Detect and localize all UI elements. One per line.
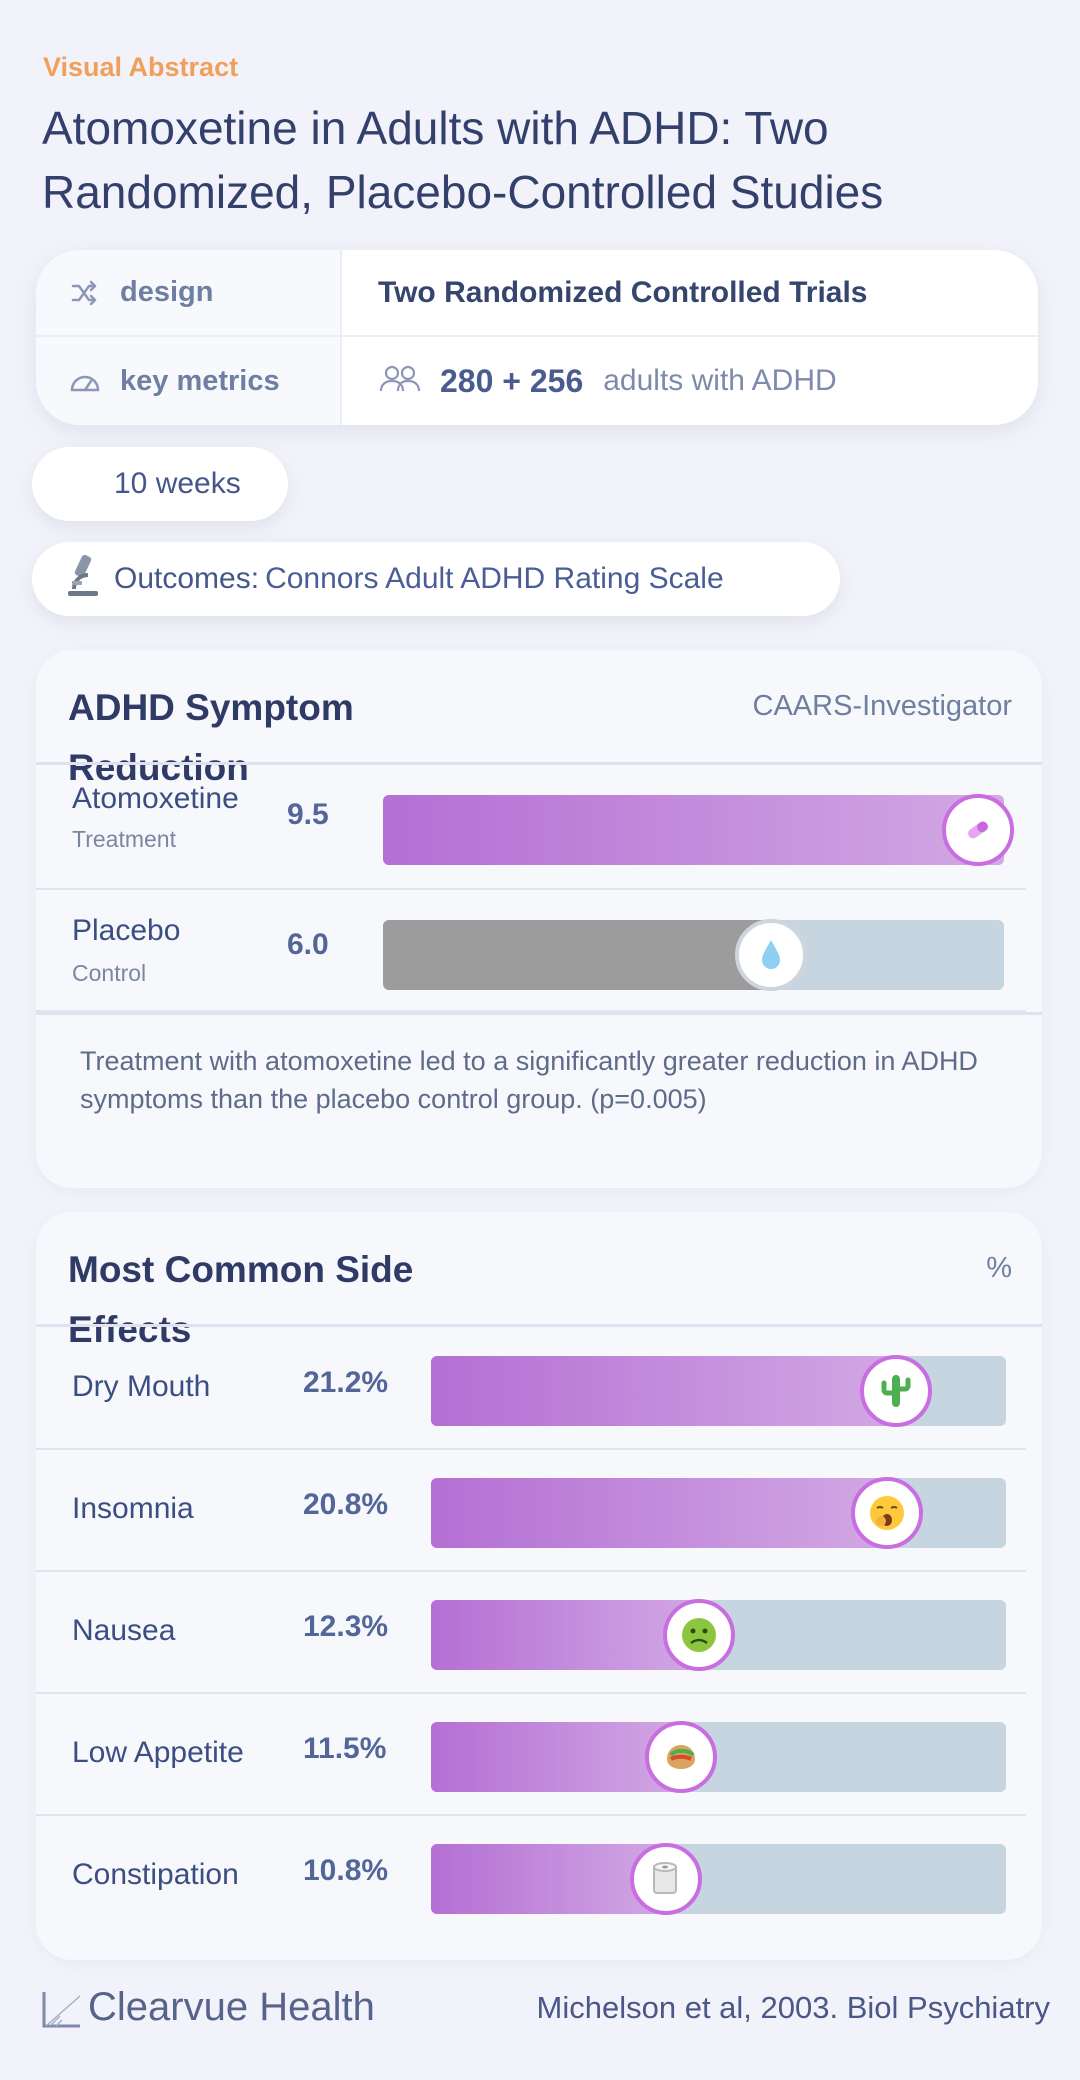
symptom-row-label: Atomoxetine [72,782,239,815]
divider [36,1324,1042,1327]
divider [36,762,1042,765]
side-effects-panel: Most Common Side Effects % Dry Mouth 21.… [36,1212,1042,1960]
symptom-reduction-panel: ADHD Symptom Reduction CAARS-Investigato… [36,650,1042,1188]
page-title: Atomoxetine in Adults with ADHD: Two Ran… [42,102,884,218]
side-effect-label: Insomnia [72,1492,194,1525]
side-effect-track [431,1355,1006,1427]
side-effect-label: Low Appetite [72,1736,244,1769]
side-effect-fill [431,1356,900,1426]
metrics-value-cell: 280 + 256 adults with ADHD [342,363,1038,400]
metrics-label-cell: key metrics [36,337,342,425]
side-effect-value: 11.5% [303,1732,387,1765]
pill-icon [942,794,1014,866]
side-effect-fill [431,1478,891,1548]
kicker-label: Visual Abstract [43,52,239,82]
toilet-paper-icon [629,1843,702,1915]
side-effect-value: 12.3% [303,1610,389,1643]
side-effect-fill [431,1600,704,1670]
symptom-bar-track [383,919,1004,991]
side-effect-track [431,1843,1006,1915]
metrics-row: key metrics 280 + 256 adults with ADHD [36,337,1038,425]
side-effect-row: Insomnia 20.8% [36,1450,1026,1572]
side-effect-row: Low Appetite 11.5% [36,1694,1026,1816]
symptom-row-label: Placebo [72,914,181,947]
design-card: design Two Randomized Controlled Trials … [36,250,1038,425]
design-row: design Two Randomized Controlled Trials [36,250,1038,337]
side-effect-track [431,1599,1006,1671]
design-value: Two Randomized Controlled Trials [378,275,868,309]
metrics-text: adults with ADHD [603,364,837,397]
shuffle-icon [68,276,102,310]
gauge-icon [68,364,102,398]
divider [36,1012,1042,1015]
side-effect-row: Constipation 10.8% [36,1816,1026,1938]
side-effect-label: Nausea [72,1614,176,1647]
side-panel-title: Most Common Side Effects [68,1249,414,1350]
symptom-panel-title: ADHD Symptom Reduction [68,687,354,788]
side-effect-value: 20.8% [303,1488,389,1521]
duration-pill: 10 weeks [32,447,288,521]
microscope-icon [62,551,102,607]
symptom-bar-fill [383,795,1004,865]
metrics-label: key metrics [120,364,280,397]
brand-name: Clearvue Health [88,1985,375,2029]
side-effect-track [431,1721,1006,1793]
symptom-row-value: 6.0 [287,928,329,961]
symptom-row-sub: Treatment [72,826,176,852]
nauseated-face-icon [663,1599,736,1671]
symptom-row-atomoxetine: Atomoxetine Treatment 9.5 [36,768,1026,890]
side-effect-label: Constipation [72,1858,239,1891]
side-effect-track [431,1477,1006,1549]
symptom-row-placebo: Placebo Control 6.0 [36,890,1026,1012]
outcomes-label: Outcomes: [114,562,260,595]
yawning-face-icon [851,1477,923,1549]
side-effect-value: 21.2% [303,1366,389,1399]
people-icon [378,363,424,400]
burrito-icon [645,1721,718,1793]
cactus-icon [859,1355,932,1427]
side-effect-fill [431,1722,686,1792]
side-effect-row: Nausea 12.3% [36,1572,1026,1694]
symptom-panel-subtitle: CAARS-Investigator [752,690,1013,722]
citation: Michelson et al, 2003. Biol Psychiatry [536,1990,1050,2025]
symptom-note: Treatment with atomoxetine led to a sign… [80,1046,978,1114]
brand-mark-icon [42,1992,81,2028]
design-label: design [120,276,214,308]
side-effect-value: 10.8% [303,1854,389,1887]
symptom-bar-fill [383,920,776,990]
design-label-cell: design [36,250,342,335]
droplet-icon [735,919,808,991]
side-effect-row: Dry Mouth 21.2% [36,1328,1026,1450]
brand-logo: Clearvue Health [40,1985,375,2030]
symptom-bar-track [383,794,1014,866]
symptom-row-value: 9.5 [287,798,329,831]
outcomes-pill: Outcomes: Connors Adult ADHD Rating Scal… [32,542,840,616]
duration-text: 10 weeks [114,467,241,500]
symptom-row-sub: Control [72,960,147,986]
metrics-number: 280 + 256 [440,362,584,399]
side-panel-unit: % [986,1252,1012,1284]
outcomes-value: Connors Adult ADHD Rating Scale [265,562,724,595]
design-value-cell: Two Randomized Controlled Trials [342,276,1038,310]
side-effect-label: Dry Mouth [72,1370,211,1403]
